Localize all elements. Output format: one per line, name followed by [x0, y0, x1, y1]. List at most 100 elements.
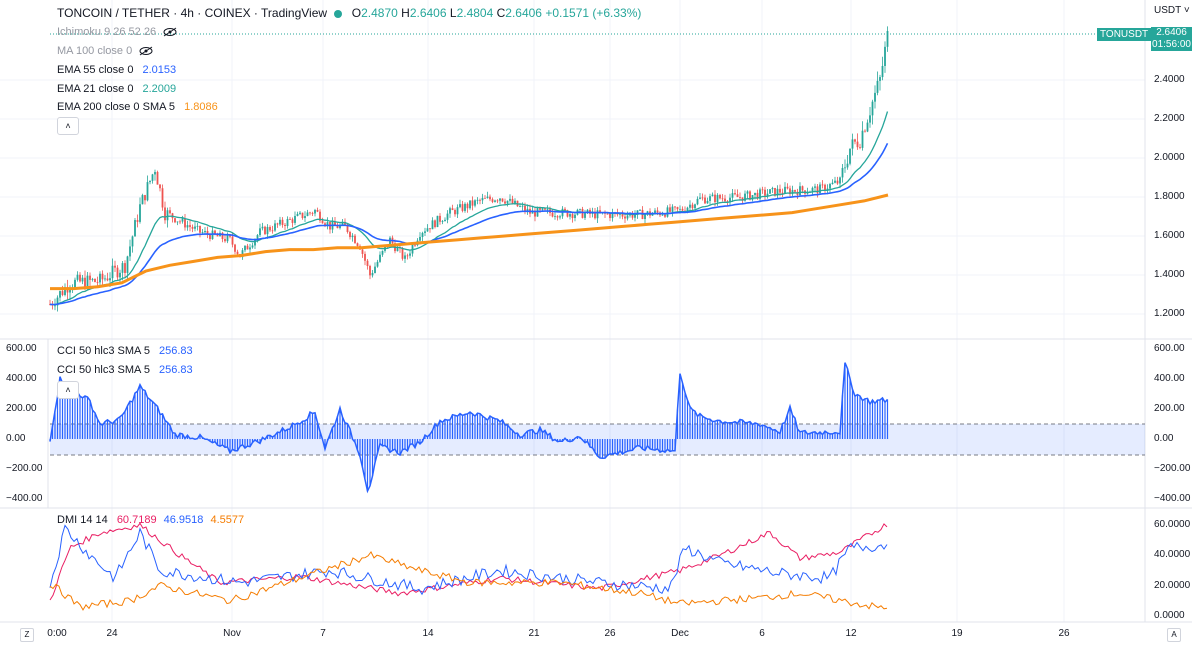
- candle-body: [334, 221, 336, 226]
- candle-body: [371, 272, 374, 276]
- candle-body: [379, 254, 381, 262]
- candle-body: [151, 174, 154, 181]
- candle-body: [746, 191, 749, 194]
- cci-left-tick-label: −200.00: [6, 463, 43, 474]
- candle-body: [381, 250, 384, 255]
- candle-body: [286, 219, 289, 227]
- candle-body: [474, 200, 476, 206]
- chevron-up-icon: ˄: [65, 121, 71, 131]
- candle-body: [834, 180, 836, 183]
- candle-body: [299, 212, 301, 214]
- candle-body: [469, 200, 471, 209]
- candle-body: [396, 247, 399, 252]
- candle-body: [294, 215, 296, 223]
- candle-body: [129, 246, 131, 257]
- price-tick-label: 1.4000: [1154, 269, 1185, 280]
- candle-body: [574, 214, 576, 219]
- eye-crossed-icon[interactable]: [139, 46, 153, 56]
- candle-body: [739, 197, 741, 198]
- candle-body: [546, 209, 549, 211]
- zoom-toggle-button[interactable]: Z: [20, 628, 34, 642]
- candle-body: [636, 210, 639, 215]
- candle-body: [346, 224, 349, 232]
- candle-body: [281, 219, 284, 225]
- candle-body: [226, 235, 229, 242]
- candle-body: [434, 220, 436, 228]
- candle-body: [274, 223, 276, 231]
- ema21-line: [49, 111, 889, 306]
- dmi-plus-value: 60.7189: [116, 514, 157, 526]
- candle-body: [491, 199, 494, 202]
- candle-body: [569, 214, 571, 217]
- high-value: 2.6406: [409, 6, 447, 20]
- candle-body: [479, 199, 481, 201]
- ichimoku-legend[interactable]: Ichimoku 9 26 52 26: [57, 25, 177, 39]
- candle-body: [719, 194, 721, 199]
- ema200-legend[interactable]: EMA 200 close 0 SMA 5 1.8086: [57, 100, 218, 114]
- candle-body: [856, 141, 859, 148]
- candle-body: [64, 287, 66, 295]
- candle-body: [404, 255, 406, 259]
- candle-body: [246, 245, 249, 250]
- candle-body: [886, 30, 889, 47]
- low-value: 2.4804: [456, 6, 494, 20]
- candle-body: [466, 203, 469, 209]
- time-tick-label: 19: [951, 628, 963, 639]
- candle-body: [754, 192, 756, 196]
- candle-body: [284, 224, 286, 227]
- symbol-title[interactable]: TONCOIN / TETHER · 4h · COINEX · Trading…: [57, 6, 328, 20]
- cci-legend-2[interactable]: CCI 50 hlc3 SMA 5 256.83: [57, 363, 193, 377]
- candle-body: [851, 139, 854, 149]
- ma100-legend[interactable]: MA 100 close 0: [57, 44, 153, 58]
- candle-body: [244, 245, 246, 251]
- dmi-legend[interactable]: DMI 14 14 60.7189 46.9518 4.5577: [57, 513, 244, 527]
- candle-body: [159, 184, 161, 189]
- candle-body: [449, 208, 451, 214]
- ema55-legend[interactable]: EMA 55 close 0 2.0153: [57, 63, 176, 77]
- candle-body: [484, 197, 486, 199]
- candle-body: [706, 200, 709, 204]
- dmi-tick-label: 0.0000: [1154, 610, 1185, 621]
- candle-body: [101, 273, 104, 280]
- candle-body: [819, 184, 821, 194]
- candle-body: [74, 279, 76, 288]
- candle-body: [209, 234, 211, 240]
- price-tick-label: 1.2000: [1154, 308, 1185, 319]
- ema55-line: [49, 142, 889, 306]
- auto-scale-button[interactable]: A: [1167, 628, 1181, 642]
- candle-body: [316, 209, 319, 212]
- currency-selector[interactable]: USDT ˅: [1154, 5, 1190, 16]
- candle-body: [696, 198, 699, 205]
- candle-body: [829, 184, 831, 189]
- candle-body: [409, 253, 411, 256]
- candle-body: [429, 228, 431, 230]
- collapse-cci-legend-button[interactable]: ˄: [57, 381, 79, 399]
- candle-body: [854, 139, 856, 142]
- candle-body: [141, 195, 144, 205]
- chevron-up-icon: ˄: [65, 385, 71, 395]
- ema200-value: 1.8086: [184, 101, 218, 113]
- cci-tick-label: 600.00: [1154, 343, 1185, 354]
- candle-body: [764, 189, 766, 196]
- candle-body: [699, 197, 701, 199]
- time-tick-label: 24: [106, 628, 118, 639]
- currency-label: USDT: [1154, 5, 1182, 16]
- candle-body: [564, 208, 566, 211]
- cci-label: CCI 50 hlc3 SMA 5: [57, 345, 150, 357]
- candle-countdown: 01:56:00: [1152, 39, 1191, 50]
- ema21-legend[interactable]: EMA 21 close 0 2.2009: [57, 82, 176, 96]
- collapse-legend-button[interactable]: ˄: [57, 117, 79, 135]
- ema55-label: EMA 55 close 0: [57, 64, 134, 76]
- ma100-label: MA 100 close 0: [57, 45, 133, 57]
- cci-legend-1[interactable]: CCI 50 hlc3 SMA 5 256.83: [57, 344, 193, 358]
- candle-body: [729, 197, 731, 203]
- time-tick-label: 21: [528, 628, 540, 639]
- candle-body: [119, 272, 121, 278]
- candle-body: [241, 250, 244, 258]
- time-tick-label: 6: [759, 628, 765, 639]
- eye-crossed-icon[interactable]: [163, 27, 177, 37]
- candle-body: [594, 211, 596, 219]
- candle-body: [669, 207, 671, 212]
- candle-body: [806, 192, 809, 194]
